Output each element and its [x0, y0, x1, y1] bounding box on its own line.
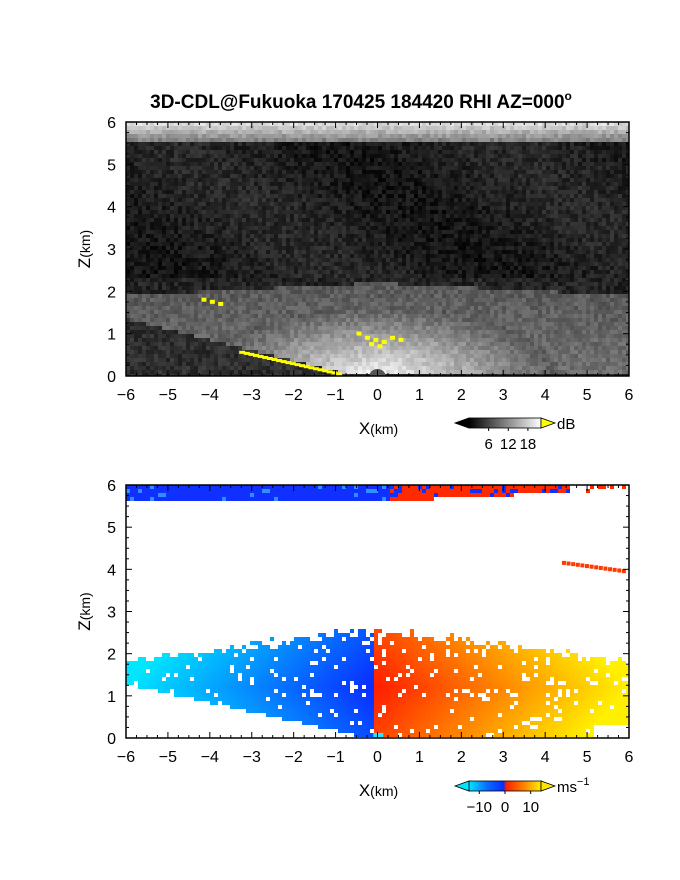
x-tick-label: 4 — [541, 749, 550, 766]
x-tick-label: 6 — [625, 387, 634, 404]
colorbar-tick-label: 6 — [484, 436, 492, 453]
colorbar-unit-label: dB — [557, 416, 575, 433]
x-tick-label: −1 — [326, 749, 344, 766]
x-axis-label: X(km) — [359, 419, 398, 438]
x-tick-label: 3 — [499, 387, 508, 404]
y-tick-label: 5 — [107, 520, 116, 537]
x-tick-label: 0 — [373, 749, 382, 766]
x-tick-label: 0 — [373, 387, 382, 404]
y-tick-label: 3 — [107, 242, 116, 259]
y-tick-label: 2 — [107, 647, 116, 664]
x-tick-label: −5 — [159, 387, 177, 404]
figure-title: 3D-CDL@Fukuoka 170425 184420 RHI AZ=000o — [150, 89, 572, 113]
y-tick-label: 3 — [107, 605, 116, 622]
x-tick-label: −4 — [201, 749, 219, 766]
x-tick-label: 5 — [583, 749, 592, 766]
heatmap-field — [126, 485, 629, 738]
colorbar-tick-label: 10 — [522, 799, 539, 816]
colorbar-high-arrow — [540, 417, 557, 429]
colorbar-tick-label: −10 — [467, 799, 492, 816]
y-tick-label: 2 — [107, 284, 116, 301]
colorbar-tick-label: 18 — [520, 436, 537, 453]
y-axis-label: Z(km) — [75, 592, 94, 630]
colorbar: −10 0 10 ms−1 — [453, 776, 590, 816]
x-tick-label: 1 — [415, 387, 424, 404]
colorbar-tick-label: 12 — [500, 436, 517, 453]
colorbar: 6 12 18 dB — [453, 416, 575, 453]
colorbar-low-arrow — [453, 780, 470, 792]
x-tick-label: 6 — [625, 749, 634, 766]
x-tick-label: 4 — [541, 387, 550, 404]
x-tick-label: 3 — [499, 749, 508, 766]
colorbar-tick-label: 0 — [501, 799, 509, 816]
x-tick-label: 2 — [457, 387, 466, 404]
x-tick-label: −5 — [159, 749, 177, 766]
x-axis-label: X(km) — [359, 781, 398, 800]
colorbar-unit-label: ms−1 — [557, 776, 590, 796]
x-tick-label: −1 — [326, 387, 344, 404]
y-tick-label: 1 — [107, 689, 116, 706]
y-tick-label: 4 — [107, 562, 116, 579]
x-tick-label: −3 — [243, 387, 261, 404]
y-tick-label: 4 — [107, 200, 116, 217]
y-tick-label: 6 — [107, 115, 116, 132]
x-tick-label: 5 — [583, 387, 592, 404]
x-tick-label: −2 — [285, 749, 303, 766]
y-tick-label: 1 — [107, 327, 116, 344]
y-axis-label: Z(km) — [75, 230, 94, 268]
x-tick-label: −2 — [285, 387, 303, 404]
x-tick-label: 1 — [415, 749, 424, 766]
x-tick-label: −4 — [201, 387, 219, 404]
y-tick-label: 0 — [107, 731, 116, 748]
colorbar-high-arrow — [540, 780, 557, 792]
colorbar-low-arrow — [453, 417, 470, 429]
heatmap-field — [126, 122, 629, 376]
y-tick-label: 0 — [107, 369, 116, 386]
x-tick-label: −6 — [117, 749, 135, 766]
x-tick-label: 2 — [457, 749, 466, 766]
y-tick-label: 6 — [107, 478, 116, 495]
y-tick-label: 5 — [107, 157, 116, 174]
x-tick-label: −3 — [243, 749, 261, 766]
x-tick-label: −6 — [117, 387, 135, 404]
